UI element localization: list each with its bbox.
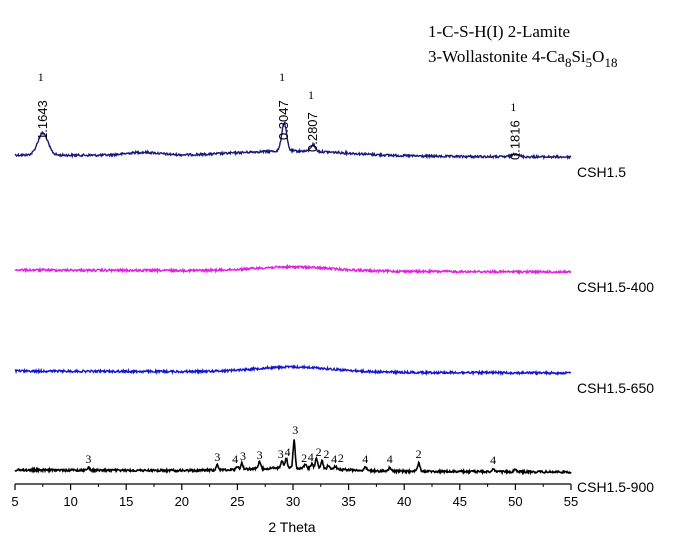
- peak-number-4: 1: [510, 100, 516, 114]
- peak-number-18: 2: [338, 451, 344, 465]
- peak-number-6: 3: [214, 450, 220, 464]
- peak-number-11: 4: [284, 445, 290, 459]
- legend-sub-18: 18: [604, 55, 617, 70]
- peak-number-13: 2: [301, 451, 307, 465]
- x-tick-label-30: 30: [286, 494, 300, 509]
- series-line-1: [14, 121, 572, 161]
- series-label-4: CSH1.5-900: [577, 479, 654, 495]
- peak-number-9: 3: [257, 448, 263, 462]
- x-tick-label-10: 10: [63, 494, 77, 509]
- legend-sub-8: 8: [565, 55, 572, 70]
- peak-number-21: 2: [416, 447, 422, 461]
- x-tick-label-45: 45: [453, 494, 467, 509]
- peak-number-1: 1: [38, 70, 44, 84]
- d-spacing-label-4: 0.1816: [507, 120, 522, 160]
- legend-o: O: [592, 47, 604, 66]
- series-line-4: [14, 439, 572, 476]
- peak-number-14: 4: [308, 450, 314, 464]
- peak-number-8: 3: [240, 449, 246, 463]
- peak-number-5: 3: [85, 452, 91, 466]
- legend-line-1: 1-C-S-H(I) 2-Lamite: [428, 22, 570, 41]
- d-spacing-label-3: 0.2807: [305, 112, 320, 152]
- d-spacing-label-1: 1.1643: [35, 100, 50, 140]
- series-line-2: [14, 263, 572, 276]
- x-axis: 5 10 15 20 25 30 35 40 45 50 55: [11, 483, 578, 509]
- legend-sub-5: 5: [586, 55, 593, 70]
- x-tick-label-5: 5: [11, 494, 18, 509]
- x-tick-label-55: 55: [564, 494, 578, 509]
- peak-number-20: 4: [387, 452, 393, 466]
- legend-line-2: 3-Wollastonite 4-Ca8Si5O18: [428, 47, 617, 70]
- peak-number-22: 4: [490, 453, 496, 467]
- peak-number-12: 3: [292, 423, 298, 437]
- x-tick-label-20: 20: [175, 494, 189, 509]
- peak-number-10: 3: [278, 447, 284, 461]
- peak-number-19: 4: [362, 452, 368, 466]
- series-label-3: CSH1.5-650: [577, 380, 654, 396]
- legend-line-2-prefix: 3-Wollastonite 4-Ca: [428, 47, 565, 66]
- x-tick-label-50: 50: [508, 494, 522, 509]
- peak-number-15: 2: [316, 445, 322, 459]
- series-label-1: CSH1.5: [577, 164, 626, 180]
- peak-number-16: 2: [323, 447, 329, 461]
- series-layer: CSH1.5 CSH1.5-400 CSH1.5-650 CSH1.5-900: [14, 121, 654, 495]
- x-tick-label-15: 15: [119, 494, 133, 509]
- x-tick-label-35: 35: [341, 494, 355, 509]
- peak-number-7: 4: [232, 452, 238, 466]
- x-axis-title: 2 Theta: [268, 519, 315, 535]
- d-spacing-label-2: 0.3047: [276, 100, 291, 140]
- peak-number-2: 1: [279, 70, 285, 84]
- x-tick-label-40: 40: [397, 494, 411, 509]
- legend-si: Si: [571, 47, 585, 66]
- peak-number-3: 1: [308, 88, 314, 102]
- series-line-3: [14, 363, 572, 377]
- legend: 1-C-S-H(I) 2-Lamite 3-Wollastonite 4-Ca8…: [428, 22, 617, 70]
- peak-number-17: 4: [331, 452, 337, 466]
- x-tick-label-25: 25: [230, 494, 244, 509]
- series-label-2: CSH1.5-400: [577, 279, 654, 295]
